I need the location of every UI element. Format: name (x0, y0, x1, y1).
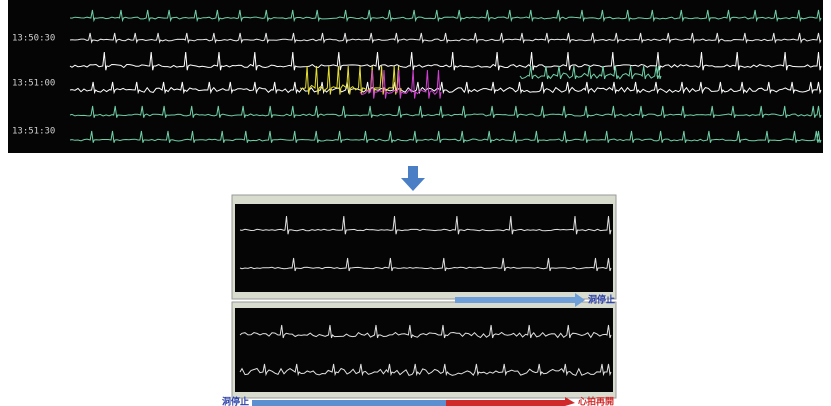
timestamp: 13:51:00 (12, 79, 55, 89)
ecg-figure: 13:50:30 13:51:00 13:51:30 洞停止 洞停止 心拍再開 (0, 0, 831, 406)
down-arrow (401, 166, 425, 191)
recorder-screen (235, 204, 613, 292)
timestamp: 13:51:30 (12, 127, 55, 137)
arrow-blue (252, 400, 446, 406)
timestamp: 13:50:30 (12, 34, 55, 44)
annotation: 洞停止 (588, 294, 615, 306)
annotation: 心拍再開 (578, 396, 614, 406)
monitor-panel (8, 0, 823, 153)
annotation: 洞停止 (222, 396, 249, 406)
recorder-screen (235, 308, 613, 392)
